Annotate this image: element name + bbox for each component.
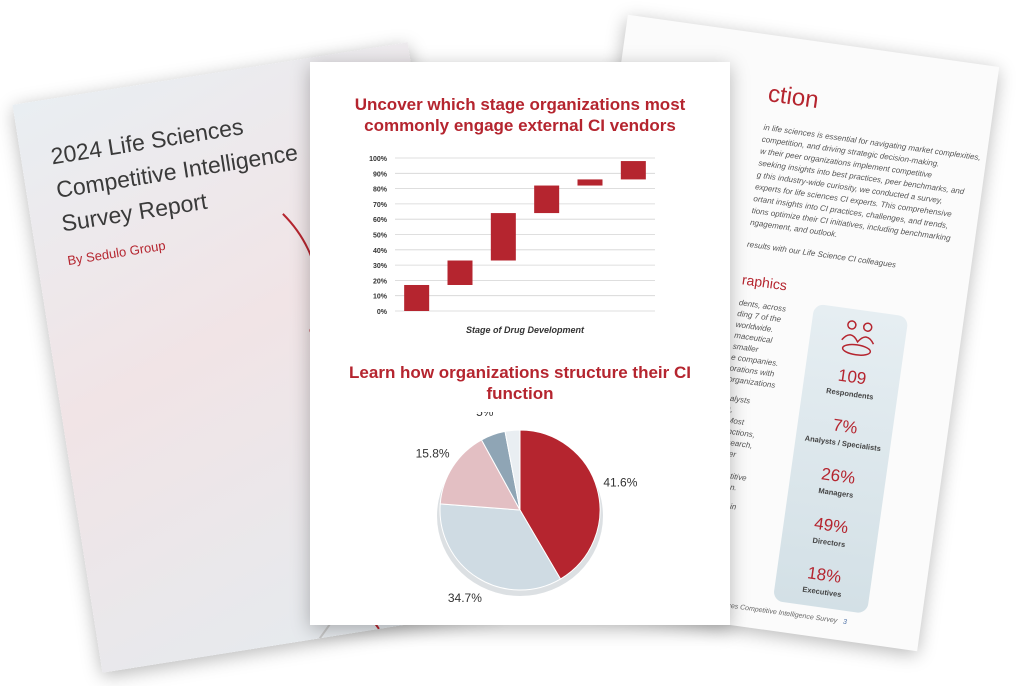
intro-line: results with our Life Science CI colleag…: [746, 239, 897, 270]
bar: [404, 284, 430, 311]
chart-title: Learn how organizations structure their …: [349, 363, 691, 403]
stat: 18% Executives: [774, 559, 872, 603]
y-tick-label: 0%: [377, 309, 388, 316]
y-tick-label: 90%: [373, 171, 388, 178]
y-tick-label: 20%: [373, 278, 388, 285]
pie-chart: 41.6% 34.7% 15.8% 5% 3%: [416, 412, 638, 605]
y-tick-label: 50%: [373, 233, 388, 240]
data-label: 5%: [476, 412, 494, 419]
stat: 49% Directors: [781, 510, 879, 554]
stat: 109 Respondents: [802, 361, 900, 405]
chart-title: Uncover which stage organizations most c…: [354, 95, 686, 135]
y-tick-label: 80%: [373, 187, 388, 194]
data-label: 3%: [502, 412, 520, 413]
data-label: 41.6%: [603, 476, 637, 490]
charts-page: Uncover which stage organizations most c…: [310, 62, 730, 625]
waterfall-chart: 0% 10% 20% 30% 40% 50% 60% 70% 80% 90% 100% Stage o…: [369, 156, 655, 335]
intro-heading: ction: [766, 80, 821, 115]
y-tick-label: 30%: [373, 263, 388, 270]
intro-text: in life sciences is essential for naviga…: [628, 15, 999, 270]
pie-slice: [504, 429, 521, 511]
y-tick-label: 60%: [373, 217, 388, 224]
bar: [447, 260, 473, 285]
y-tick-label: 40%: [373, 248, 388, 255]
bar: [490, 213, 516, 261]
data-label: 34.7%: [448, 591, 482, 605]
x-axis-label: Stage of Drug Development: [466, 325, 585, 335]
page-number: 3: [842, 618, 848, 627]
data-label: 15.8%: [416, 447, 450, 461]
bar: [620, 161, 646, 180]
bar: [534, 185, 560, 214]
pie-slice: [439, 439, 521, 511]
pie-slice: [519, 429, 601, 580]
y-tick-label: 70%: [373, 202, 388, 209]
people-icon: [841, 320, 875, 356]
intro-page: ction in life sciences is essential for …: [545, 14, 1000, 652]
stat: 7% Analysts / Specialists: [795, 411, 893, 455]
demographics-text: dents, across ding 7 of the worldwide. mace…: [628, 15, 999, 552]
bar: [577, 179, 603, 186]
stat: 26% Managers: [788, 460, 886, 504]
stats-box: 109 Respondents 7% Analysts / Specialists 26…: [772, 303, 909, 614]
y-tick-label: 100%: [369, 156, 388, 163]
demographics-heading: raphics: [741, 271, 788, 294]
pie-slice: [439, 503, 562, 591]
y-tick-label: 10%: [373, 294, 388, 301]
